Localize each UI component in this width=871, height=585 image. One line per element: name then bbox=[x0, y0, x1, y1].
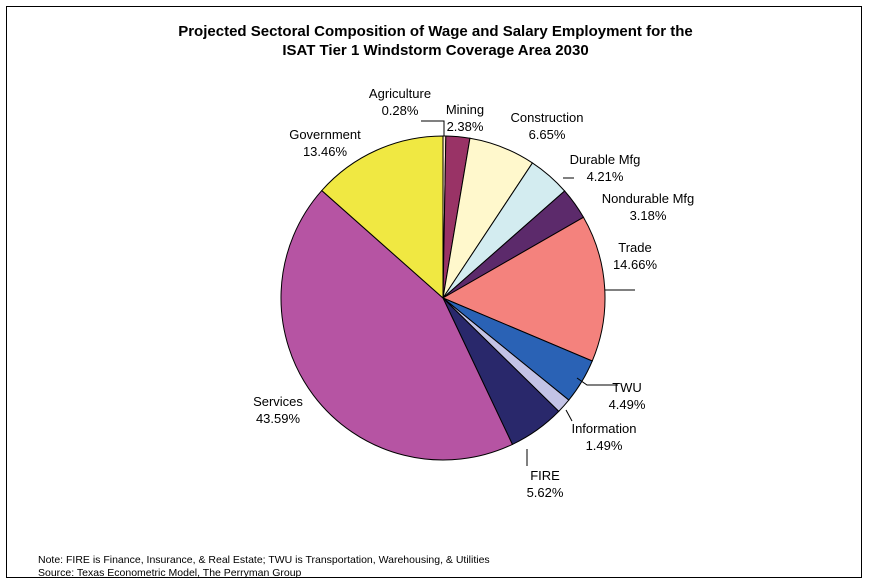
pie-slice-trade bbox=[441, 216, 606, 362]
slice-label-fire: FIRE 5.62% bbox=[527, 468, 564, 500]
slice-label-services: Services 43.59% bbox=[253, 394, 303, 426]
chart-title: Projected Sectoral Composition of Wage a… bbox=[0, 22, 871, 60]
slice-label-construction: Construction 6.65% bbox=[511, 110, 584, 142]
slice-label-durable-mfg: Durable Mfg 4.21% bbox=[570, 152, 641, 184]
slice-label-government: Government 13.46% bbox=[289, 127, 361, 159]
slice-label-information: Information 1.49% bbox=[571, 421, 636, 453]
chart-title-line-2: ISAT Tier 1 Windstorm Coverage Area 2030 bbox=[282, 42, 589, 59]
slice-label-agriculture: Agriculture 0.28% bbox=[369, 86, 431, 118]
pie-slice-services bbox=[280, 189, 514, 461]
pie-slice-government bbox=[321, 135, 444, 300]
chart-title-line-1: Projected Sectoral Composition of Wage a… bbox=[178, 23, 693, 40]
note-text: Note: FIRE is Finance, Insurance, & Real… bbox=[38, 554, 490, 566]
slice-label-twu: TWU 4.49% bbox=[609, 380, 646, 412]
source-text: Source: Texas Econometric Model, The Per… bbox=[38, 566, 302, 579]
leader-line-agriculture bbox=[421, 120, 445, 136]
slice-label-mining: Mining 2.38% bbox=[446, 102, 484, 134]
leader-line-information bbox=[565, 409, 573, 422]
leader-line-twu bbox=[576, 377, 618, 386]
slice-label-trade: Trade 14.66% bbox=[613, 240, 658, 272]
chart-notes: Note: FIRE is Finance, Insurance, & Real… bbox=[38, 554, 490, 579]
slice-label-nondurable-mfg: Nondurable Mfg 3.18% bbox=[602, 191, 695, 223]
